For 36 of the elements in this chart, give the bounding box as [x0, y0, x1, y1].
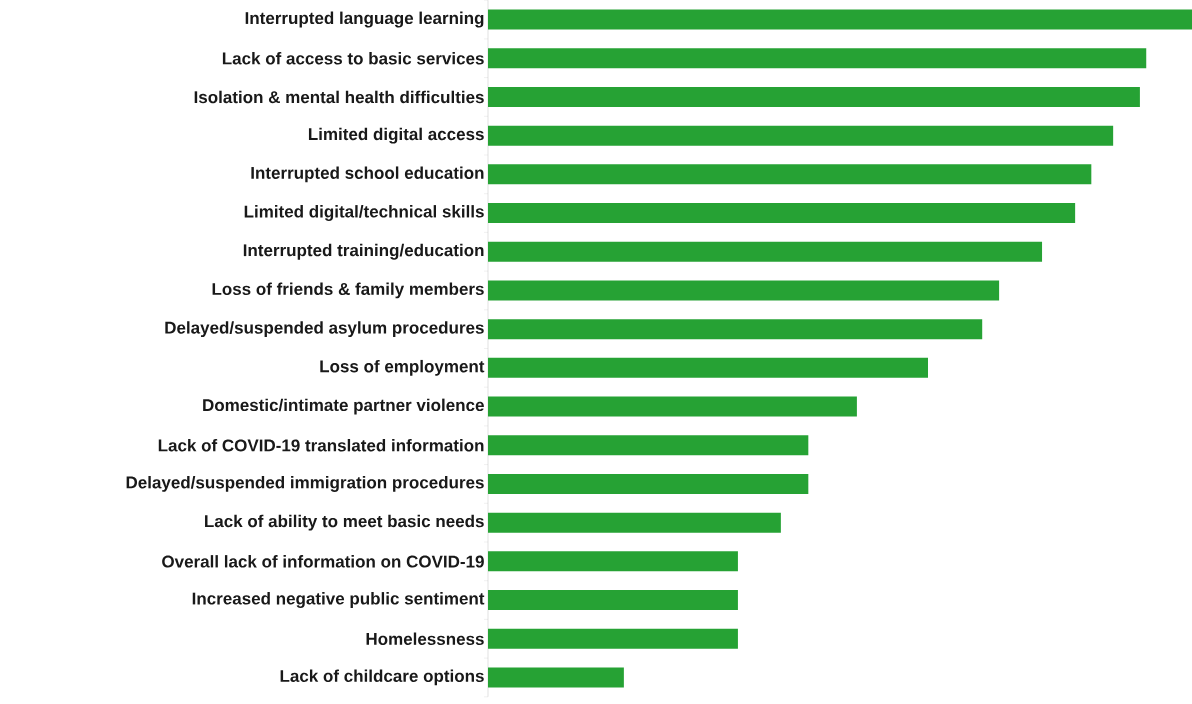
y-tick-label: Interrupted language learning — [245, 11, 484, 28]
y-tick-label: Overall lack of information on COVID-19 — [162, 555, 484, 568]
bar — [488, 125, 1114, 146]
bar — [488, 241, 1043, 262]
y-tick-label: Isolation & mental health difficulties — [194, 90, 484, 104]
y-tick-label: Interrupted school education — [251, 166, 484, 183]
bar — [488, 551, 738, 572]
y-tick-label: Homelessness — [366, 632, 484, 645]
bar — [488, 396, 857, 417]
y-tick-label: Delayed/suspended immigration procedures — [126, 475, 484, 492]
y-tick-label: Lack of access to basic services — [222, 51, 484, 65]
bar — [488, 628, 738, 649]
bar — [488, 667, 624, 688]
bar — [488, 202, 1076, 223]
bar — [488, 319, 983, 340]
y-tick-label: Increased negative public sentiment — [192, 592, 485, 608]
y-tick-label: Lack of childcare options — [280, 669, 484, 686]
y-tick-label: Loss of friends & family members — [212, 282, 484, 299]
bar — [488, 280, 1000, 301]
y-tick-label: Lack of ability to meet basic needs — [205, 514, 484, 531]
y-tick-label: Lack of COVID-19 translated information — [158, 438, 484, 452]
bar — [488, 512, 781, 533]
bar — [488, 589, 738, 610]
bar — [488, 9, 1192, 30]
y-tick-label: Interrupted training/education — [243, 243, 484, 260]
bar — [488, 86, 1140, 107]
y-tick-label: Loss of employment — [320, 359, 485, 376]
bar — [488, 435, 809, 456]
y-tick-label: Limited digital/technical skills — [244, 205, 484, 221]
bar — [488, 164, 1092, 185]
y-tick-label: Delayed/suspended asylum procedures — [165, 321, 484, 337]
y-tick-label: Domestic/intimate partner violence — [203, 398, 484, 415]
bar — [488, 473, 809, 494]
y-tick-label: Limited digital access — [308, 127, 484, 144]
bar — [488, 48, 1147, 69]
bar — [488, 357, 928, 378]
